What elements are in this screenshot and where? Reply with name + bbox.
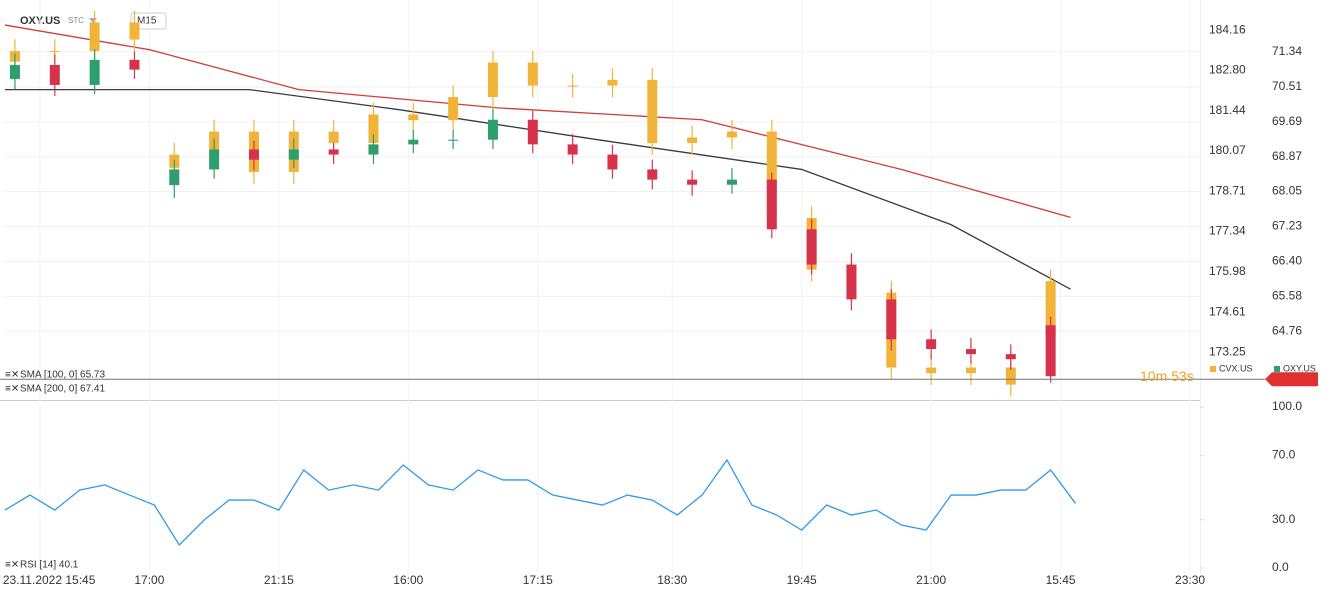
y-tick-label: 65.58 <box>1272 289 1302 303</box>
x-tick-label: 15:45 <box>1046 573 1076 587</box>
interval[interactable]: M15 <box>137 16 157 27</box>
candle-body <box>607 79 618 86</box>
x-tick-label: 17:00 <box>134 573 164 587</box>
candle-body <box>49 64 60 85</box>
candle-body <box>726 179 737 185</box>
sma-legend: SMA [100, 0] 65.73 <box>20 370 105 381</box>
x-tick-label: 18:30 <box>657 573 687 587</box>
price-tag <box>1265 372 1318 387</box>
candle-body <box>1005 367 1016 385</box>
y-tick-label: 70.51 <box>1272 79 1302 93</box>
x-tick-label: 21:15 <box>264 573 294 587</box>
y-tick-label: 0.0 <box>1272 560 1289 574</box>
exchange: STC <box>68 16 84 25</box>
candle-body <box>687 137 698 144</box>
candle-body <box>129 22 140 40</box>
sma-legend-icon: ≡✕ <box>5 370 19 381</box>
interval-button[interactable] <box>130 12 167 30</box>
candle-body <box>408 139 419 145</box>
y-tick-label: 68.05 <box>1272 184 1302 198</box>
candle-body <box>647 79 658 144</box>
candle-body <box>766 179 777 230</box>
candle-body <box>1005 354 1016 360</box>
y2-tick-label: 184.16 <box>1209 23 1246 37</box>
y2-tick-label: 180.07 <box>1209 143 1246 157</box>
rsi-line <box>4 458 1077 547</box>
x-tick-label: 21:00 <box>916 573 946 587</box>
candle-body <box>169 169 180 186</box>
candle-body <box>527 119 538 145</box>
candle-body <box>1045 281 1056 336</box>
candle-body <box>248 149 259 160</box>
y-tick-label: 30.0 <box>1272 512 1296 526</box>
legend-label: OXY.US <box>1283 363 1316 373</box>
sma-line <box>5 88 1071 290</box>
rsi-legend: RSI [14] 40.1 <box>20 560 79 571</box>
y2-tick-label: 178.71 <box>1209 183 1246 197</box>
y-tick-label: 64.76 <box>1272 323 1302 337</box>
candle-body <box>806 229 817 265</box>
candle-body <box>965 367 976 374</box>
candle-body <box>487 119 498 140</box>
candle-body <box>328 149 339 155</box>
sma-legend-icon: ≡✕ <box>5 384 19 395</box>
y2-tick-label: 174.61 <box>1209 304 1246 318</box>
candle-body <box>368 144 379 155</box>
x-tick-label: 23.11.2022 15:45 <box>3 573 96 587</box>
candle-body <box>129 59 140 70</box>
candle-body <box>408 114 419 121</box>
candle-body <box>288 149 299 160</box>
candle-body <box>487 62 498 98</box>
candle-body <box>328 131 339 144</box>
candle-body <box>448 97 459 121</box>
sma-legend: SMA [200, 0] 67.41 <box>20 384 105 395</box>
countdown: 10m 53s <box>1140 368 1194 384</box>
candle-body <box>209 149 220 170</box>
legend-swatch <box>1274 366 1280 372</box>
y-tick-label: 69.69 <box>1272 114 1302 128</box>
rsi-legend-icon: ≡✕ <box>5 560 19 571</box>
candle-body <box>368 114 379 144</box>
candle-body <box>607 154 618 170</box>
y2-tick-label: 181.44 <box>1209 103 1246 117</box>
candle-body <box>567 144 578 155</box>
y-tick-label: 68.87 <box>1272 149 1302 163</box>
candle-body <box>9 64 20 79</box>
legend-label: CVX.US <box>1219 363 1253 373</box>
y-tick-label: 100.0 <box>1272 399 1302 413</box>
x-tick-label: 16:00 <box>393 573 423 587</box>
candle-body <box>965 349 976 355</box>
candle-body <box>726 131 737 138</box>
candle-body <box>448 139 459 141</box>
candle-body <box>1045 325 1056 377</box>
legend-swatch <box>1210 366 1216 372</box>
y2-tick-label: 173.25 <box>1209 344 1246 358</box>
sma-line <box>4 24 1071 219</box>
x-tick-label: 23:30 <box>1175 573 1205 587</box>
candle-body <box>89 22 100 52</box>
candle-body <box>846 264 857 300</box>
candle-body <box>49 51 60 53</box>
candle-body <box>527 62 538 86</box>
y-tick-label: 66.40 <box>1272 254 1302 268</box>
candle-body <box>647 169 658 180</box>
y2-tick-label: 175.98 <box>1209 264 1246 278</box>
candle-body <box>89 59 100 85</box>
y2-tick-label: 182.80 <box>1209 63 1246 77</box>
candle-body <box>926 339 937 350</box>
candle-body <box>886 299 897 340</box>
candle-body <box>687 179 698 185</box>
x-tick-label: 19:45 <box>787 573 817 587</box>
candle-body <box>567 85 578 87</box>
x-tick-label: 17:15 <box>523 573 553 587</box>
y-tick-label: 67.23 <box>1272 218 1302 232</box>
y2-tick-label: 177.34 <box>1209 224 1246 238</box>
candle-body <box>926 367 937 374</box>
y-tick-label: 70.0 <box>1272 447 1296 461</box>
y-tick-label: 71.34 <box>1272 44 1302 58</box>
